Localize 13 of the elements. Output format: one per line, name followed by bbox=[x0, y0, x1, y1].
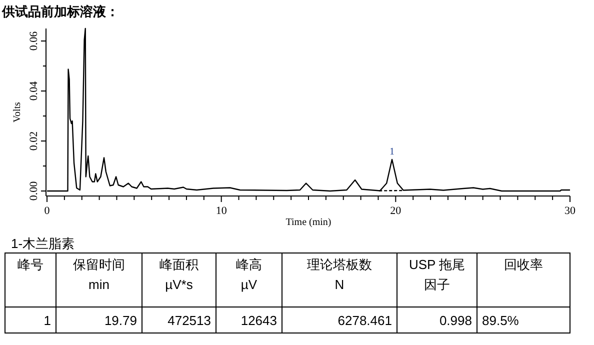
annotation: 1 bbox=[390, 146, 395, 158]
x-tick-label: 20 bbox=[390, 205, 402, 217]
y-tick-label: 0.06 bbox=[28, 30, 40, 51]
x-tick-label: 0 bbox=[44, 205, 50, 217]
y-tick-label: 0.02 bbox=[28, 131, 40, 151]
chart-title: 供试品前加标溶液： bbox=[1, 4, 119, 19]
x-tick-label: 10 bbox=[216, 205, 228, 217]
y-tick-label: 0.04 bbox=[28, 80, 40, 101]
table: 1-木兰脂素 峰号 保留时间 峰面积 峰高 理论塔板数 USP 拖尾 回收率 min µV*s µV N 因子 1 19.79 472513 12643 6278.461 0.998 89.5% bbox=[4, 236, 570, 334]
x-tick-label: 30 bbox=[564, 205, 576, 217]
x-axis-title: Time (min) bbox=[286, 217, 332, 228]
y-axis-title: Volts bbox=[12, 102, 23, 122]
y-tick-label: 0.00 bbox=[28, 180, 40, 201]
